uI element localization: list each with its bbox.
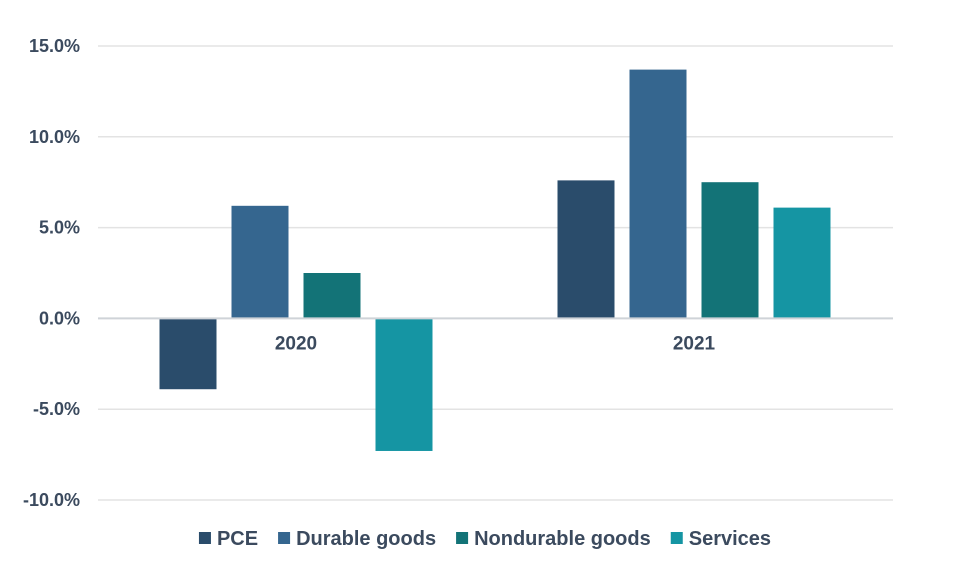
legend-item-durable-goods: Durable goods [278, 528, 436, 550]
bar-services-2020 [375, 318, 433, 451]
category-labels: 2020 2021 [275, 333, 716, 354]
y-tick-label: -5.0% [33, 399, 80, 419]
gridlines [98, 45, 893, 501]
legend: PCE Durable goods Nondurable goods Services [198, 528, 771, 550]
legend-swatch [670, 532, 683, 544]
bars [159, 69, 831, 451]
legend-swatch [456, 532, 469, 544]
bar-nondurable-goods-2020 [303, 273, 361, 319]
bar-durable-goods-2020 [231, 205, 289, 319]
category-label: 2020 [275, 333, 317, 354]
legend-swatch [278, 532, 291, 544]
y-tick-label: 10.0% [29, 127, 80, 147]
legend-item-pce: PCE [198, 528, 258, 550]
legend-item-services: Services [670, 528, 771, 550]
bar-pce-2020 [159, 318, 217, 390]
y-tick-label: -10.0% [23, 490, 80, 510]
legend-swatch [198, 532, 211, 544]
legend-label: PCE [217, 528, 258, 550]
bar-durable-goods-2021 [629, 69, 687, 319]
y-tick-label: 15.0% [29, 36, 80, 56]
y-tick-label: 0.0% [39, 308, 80, 328]
legend-label: Services [689, 528, 771, 550]
legend-label: Durable goods [296, 528, 436, 550]
y-tick-label: 5.0% [39, 218, 80, 238]
bar-services-2021 [773, 207, 831, 319]
bar-nondurable-goods-2021 [701, 182, 759, 319]
y-axis-ticks: 15.0% 10.0% 5.0% 0.0% -5.0% -10.0% [23, 36, 80, 510]
legend-label: Nondurable goods [474, 528, 651, 550]
legend-item-nondurable-goods: Nondurable goods [456, 528, 651, 550]
category-label: 2021 [673, 333, 716, 354]
bar-pce-2021 [557, 180, 615, 319]
